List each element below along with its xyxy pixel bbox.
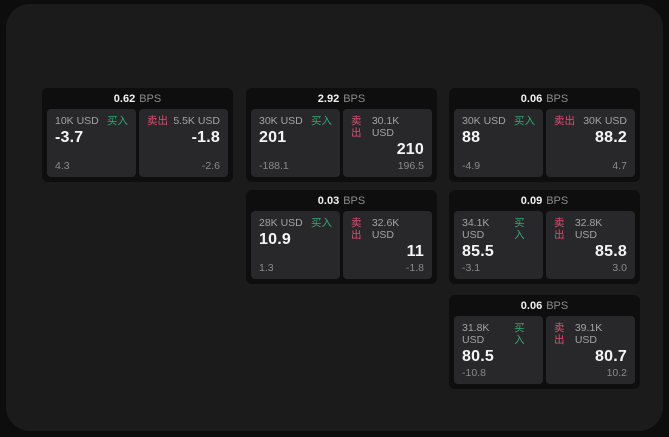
buy-sub-value: 1.3 xyxy=(259,262,274,274)
sell-price: 88.2 xyxy=(595,129,627,146)
sell-panel[interactable]: 卖出 32.8K USD 85.8 3.0 xyxy=(546,211,635,279)
sell-panel[interactable]: 卖出 5.5K USD -1.8 -2.6 xyxy=(139,109,228,177)
sell-label: 卖出 xyxy=(351,217,362,241)
quote-panels: 28K USD 买入 10.9 1.3 卖出 32.6K USD 11 -1.8 xyxy=(246,211,437,284)
quote-panels: 31.8K USD 买入 80.5 -10.8 卖出 39.1K USD 80.… xyxy=(449,316,640,389)
sell-panel[interactable]: 卖出 30K USD 88.2 4.7 xyxy=(546,109,635,177)
quote-panels: 30K USD 买入 88 -4.9 卖出 30K USD 88.2 4.7 xyxy=(449,109,640,182)
bps-value: 0.06 xyxy=(520,299,543,312)
buy-sub-value: 4.3 xyxy=(55,160,70,172)
sell-price: 11 xyxy=(406,243,424,260)
quote-panels: 34.1K USD 买入 85.5 -3.1 卖出 32.8K USD 85.8… xyxy=(449,211,640,284)
card-header: 0.09 BPS xyxy=(449,190,640,211)
sell-label: 卖出 xyxy=(554,115,575,127)
buy-sub-value: -3.1 xyxy=(462,262,481,274)
sell-amount: 39.1K USD xyxy=(574,322,603,346)
buy-amount: 30K USD xyxy=(259,115,303,127)
buy-label: 买入 xyxy=(514,322,525,346)
bps-value: 0.09 xyxy=(520,194,543,207)
sell-label: 卖出 xyxy=(554,322,565,346)
sell-label: 卖出 xyxy=(554,217,565,241)
buy-panel[interactable]: 30K USD 买入 88 -4.9 xyxy=(454,109,543,177)
sell-sub-value: 196.5 xyxy=(397,160,424,172)
quote-card-2: 2.92 BPS 30K USD 买入 201 -188.1 卖出 30.1K … xyxy=(246,88,437,182)
buy-label: 买入 xyxy=(514,217,525,241)
bps-unit-label: BPS xyxy=(343,92,366,105)
buy-price: -3.7 xyxy=(55,129,84,146)
quote-panels: 30K USD 买入 201 -188.1 卖出 30.1K USD 210 1… xyxy=(246,109,437,182)
buy-price: 10.9 xyxy=(259,231,291,248)
sell-price: 210 xyxy=(396,141,424,158)
buy-amount: 34.1K USD xyxy=(462,217,490,241)
sell-sub-value: -1.8 xyxy=(405,262,424,274)
sell-amount: 5.5K USD xyxy=(173,115,220,127)
sell-amount: 30.1K USD xyxy=(371,115,400,139)
sell-panel[interactable]: 卖出 39.1K USD 80.7 10.2 xyxy=(546,316,635,384)
quote-card-4: 0.03 BPS 28K USD 买入 10.9 1.3 卖出 32.6K US… xyxy=(246,190,437,284)
buy-amount: 30K USD xyxy=(462,115,506,127)
buy-sub-value: -4.9 xyxy=(462,160,481,172)
sell-sub-value: 3.0 xyxy=(612,262,627,274)
quote-card-5: 0.09 BPS 34.1K USD 买入 85.5 -3.1 卖出 32.8K… xyxy=(449,190,640,284)
sell-price: -1.8 xyxy=(191,129,220,146)
buy-panel[interactable]: 28K USD 买入 10.9 1.3 xyxy=(251,211,340,279)
quote-card-6: 0.06 BPS 31.8K USD 买入 80.5 -10.8 卖出 39.1… xyxy=(449,295,640,389)
app-window: 0.62 BPS 10K USD 买入 -3.7 4.3 卖出 5.5K USD… xyxy=(6,4,663,431)
bps-unit-label: BPS xyxy=(546,299,569,312)
card-header: 0.06 BPS xyxy=(449,88,640,109)
sell-panel[interactable]: 卖出 30.1K USD 210 196.5 xyxy=(343,109,432,177)
card-header: 0.06 BPS xyxy=(449,295,640,316)
buy-label: 买入 xyxy=(311,115,332,127)
buy-panel[interactable]: 30K USD 买入 201 -188.1 xyxy=(251,109,340,177)
buy-price: 88 xyxy=(462,129,481,146)
sell-amount: 30K USD xyxy=(583,115,627,127)
bps-value: 0.06 xyxy=(520,92,543,105)
buy-panel[interactable]: 31.8K USD 买入 80.5 -10.8 xyxy=(454,316,543,384)
sell-price: 80.7 xyxy=(595,348,627,365)
buy-price: 80.5 xyxy=(462,348,494,365)
buy-label: 买入 xyxy=(107,115,128,127)
buy-sub-value: -10.8 xyxy=(462,367,486,379)
bps-unit-label: BPS xyxy=(546,92,569,105)
sell-label: 卖出 xyxy=(147,115,168,127)
buy-label: 买入 xyxy=(311,217,332,229)
bps-unit-label: BPS xyxy=(343,194,366,207)
buy-amount: 31.8K USD xyxy=(462,322,490,346)
buy-panel[interactable]: 10K USD 买入 -3.7 4.3 xyxy=(47,109,136,177)
buy-label: 买入 xyxy=(514,115,535,127)
sell-panel[interactable]: 卖出 32.6K USD 11 -1.8 xyxy=(343,211,432,279)
buy-panel[interactable]: 34.1K USD 买入 85.5 -3.1 xyxy=(454,211,543,279)
bps-value: 0.03 xyxy=(317,194,340,207)
buy-sub-value: -188.1 xyxy=(259,160,289,172)
sell-sub-value: -2.6 xyxy=(201,160,220,172)
bps-unit-label: BPS xyxy=(139,92,162,105)
buy-price: 201 xyxy=(259,129,287,146)
sell-label: 卖出 xyxy=(351,115,362,139)
buy-amount: 10K USD xyxy=(55,115,99,127)
sell-sub-value: 4.7 xyxy=(612,160,627,172)
quote-card-1: 0.62 BPS 10K USD 买入 -3.7 4.3 卖出 5.5K USD… xyxy=(42,88,233,182)
buy-price: 85.5 xyxy=(462,243,494,260)
buy-amount: 28K USD xyxy=(259,217,303,229)
sell-amount: 32.6K USD xyxy=(371,217,400,241)
sell-price: 85.8 xyxy=(595,243,627,260)
sell-sub-value: 10.2 xyxy=(606,367,627,379)
sell-amount: 32.8K USD xyxy=(574,217,603,241)
card-header: 0.62 BPS xyxy=(42,88,233,109)
bps-value: 0.62 xyxy=(113,92,136,105)
bps-unit-label: BPS xyxy=(546,194,569,207)
bps-value: 2.92 xyxy=(317,92,340,105)
quote-card-3: 0.06 BPS 30K USD 买入 88 -4.9 卖出 30K USD 8… xyxy=(449,88,640,182)
quote-panels: 10K USD 买入 -3.7 4.3 卖出 5.5K USD -1.8 -2.… xyxy=(42,109,233,182)
card-header: 2.92 BPS xyxy=(246,88,437,109)
card-header: 0.03 BPS xyxy=(246,190,437,211)
